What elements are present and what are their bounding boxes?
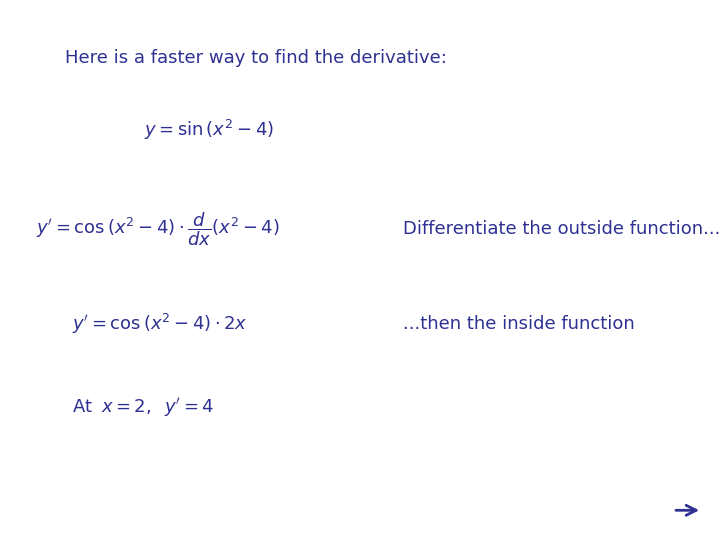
Text: $y' = \cos\left(x^2 - 4\right) \cdot 2x$: $y' = \cos\left(x^2 - 4\right) \cdot 2x$ — [72, 312, 248, 336]
Text: $y = \sin\left(x^2 - 4\right)$: $y = \sin\left(x^2 - 4\right)$ — [144, 118, 274, 141]
Text: ...then the inside function: ...then the inside function — [403, 315, 635, 333]
Text: $\mathrm{At}\;\; x = 2, \;\; y' = 4$: $\mathrm{At}\;\; x = 2, \;\; y' = 4$ — [72, 396, 215, 419]
Text: $y' = \cos\left(x^2 - 4\right) \cdot \dfrac{d}{dx}\left(x^2 - 4\right)$: $y' = \cos\left(x^2 - 4\right) \cdot \df… — [36, 211, 280, 248]
Text: Here is a faster way to find the derivative:: Here is a faster way to find the derivat… — [65, 49, 446, 66]
Text: Differentiate the outside function...: Differentiate the outside function... — [403, 220, 720, 239]
